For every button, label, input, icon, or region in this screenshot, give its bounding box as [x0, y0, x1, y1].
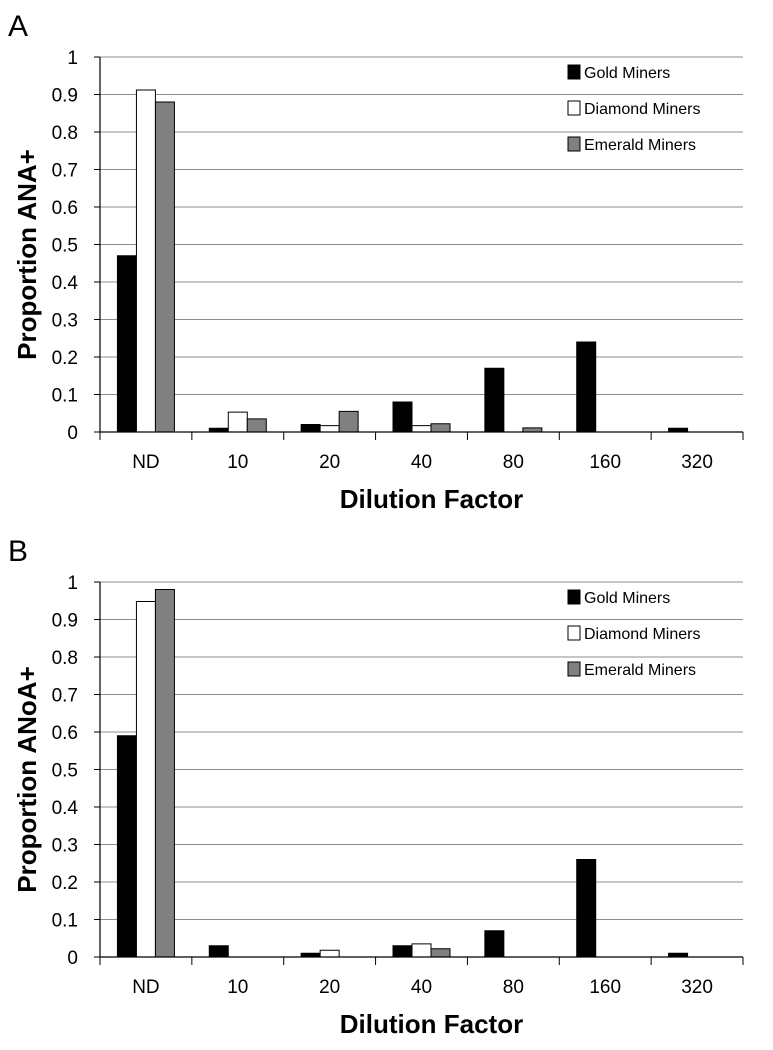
x-tick-label: 10 — [227, 452, 248, 473]
x-tick-label: 160 — [589, 452, 621, 473]
y-tick-label: 1 — [67, 573, 78, 594]
bar-gold-miners-10 — [208, 945, 229, 958]
legend-swatch — [567, 661, 581, 677]
y-tick-label: 0.1 — [52, 386, 78, 407]
bar-emerald-miners-40 — [430, 948, 451, 958]
y-tick-label: 0.5 — [52, 761, 78, 782]
bar-diamond-miners-nd — [135, 601, 156, 958]
legend-label: Emerald Miners — [584, 662, 696, 679]
bar-diamond-miners-nd — [135, 89, 156, 433]
chart-panel-a: A 0 0.1 0.2 0.3 0.4 0.5 0.6 0.7 0.8 0.9 1 ND 10 20 40 80… — [8, 10, 744, 514]
y-tick-label: 0.8 — [52, 648, 78, 669]
y-tick-label: 0.3 — [52, 836, 78, 857]
bar-diamond-miners-20 — [319, 425, 340, 433]
y-tick-label: 0 — [67, 948, 78, 969]
x-tick-label: 80 — [503, 977, 524, 998]
bar-emerald-miners-nd — [154, 589, 175, 958]
legend: Gold Miners Diamond Miners Emerald Miners — [567, 64, 700, 154]
x-tick-label: 20 — [319, 977, 340, 998]
x-tick-label: 160 — [589, 977, 621, 998]
x-tick-label: 20 — [319, 452, 340, 473]
bar-chart-b: B 0 0.1 0.2 0.3 0.4 0.5 0.6 0.7 0.8 0.9 1 ND 10 20 40 80… — [8, 535, 744, 1039]
bar-gold-miners-80 — [484, 367, 505, 433]
bar-gold-miners-nd — [116, 735, 137, 958]
bar-emerald-miners-40 — [430, 423, 451, 433]
chart-panel-b: B 0 0.1 0.2 0.3 0.4 0.5 0.6 0.7 0.8 0.9 1 ND 10 20 40 80… — [0, 525, 773, 1050]
bar-diamond-miners-40 — [411, 425, 432, 433]
y-tick-label: 0.2 — [52, 348, 78, 369]
legend-label: Diamond Miners — [584, 101, 700, 118]
y-tick-label: 1 — [67, 48, 78, 69]
x-tick-label: 320 — [681, 977, 713, 998]
x-tick-label: 80 — [503, 452, 524, 473]
bar-diamond-miners-20 — [319, 949, 340, 958]
x-tick-label: 10 — [227, 977, 248, 998]
x-tick-label: 40 — [411, 977, 432, 998]
bar-gold-miners-40 — [392, 401, 413, 433]
x-tick-label: 320 — [681, 452, 713, 473]
legend-label: Emerald Miners — [584, 137, 696, 154]
legend: Gold Miners Diamond Miners Emerald Miners — [567, 589, 700, 679]
x-tick-label: ND — [132, 977, 159, 998]
legend-swatch — [567, 136, 581, 152]
x-axis-title: Dilution Factor — [340, 1009, 523, 1039]
bar-diamond-miners-10 — [227, 411, 248, 433]
panel-label: B — [8, 535, 28, 568]
bar-gold-miners-nd — [116, 255, 137, 433]
bar-gold-miners-40 — [392, 945, 413, 958]
bar-gold-miners-20 — [300, 424, 321, 433]
x-axis-title: Dilution Factor — [340, 484, 523, 514]
y-tick-label: 0.1 — [52, 911, 78, 932]
bar-diamond-miners-40 — [411, 943, 432, 958]
y-tick-label: 0.6 — [52, 723, 78, 744]
bar-gold-miners-160 — [576, 859, 597, 958]
legend-label: Gold Miners — [584, 65, 670, 82]
panel-label: A — [8, 10, 28, 43]
bar-chart-a: A 0 0.1 0.2 0.3 0.4 0.5 0.6 0.7 0.8 0.9 1 ND 10 20 40 80… — [8, 10, 744, 514]
y-tick-label: 0.7 — [52, 161, 78, 182]
y-tick-label: 0.9 — [52, 86, 78, 107]
y-tick-label: 0.7 — [52, 686, 78, 707]
y-tick-label: 0.3 — [52, 311, 78, 332]
y-axis-title: Proportion ANA+ — [12, 149, 42, 360]
bar-emerald-miners-nd — [154, 101, 175, 433]
y-tick-label: 0.4 — [52, 798, 79, 819]
legend-label: Gold Miners — [584, 590, 670, 607]
x-tick-label: 40 — [411, 452, 432, 473]
bar-emerald-miners-80 — [522, 427, 543, 433]
y-tick-label: 0.6 — [52, 198, 78, 219]
legend-swatch — [567, 589, 581, 605]
y-tick-label: 0.2 — [52, 873, 78, 894]
y-tick-label: 0.4 — [52, 273, 79, 294]
y-axis-title: Proportion ANoA+ — [12, 666, 42, 893]
y-tick-label: 0.8 — [52, 123, 78, 144]
bar-gold-miners-80 — [484, 930, 505, 958]
y-tick-label: 0 — [67, 423, 78, 444]
x-tick-label: ND — [132, 452, 159, 473]
legend-swatch — [567, 64, 581, 80]
legend-swatch — [567, 100, 581, 116]
y-tick-label: 0.9 — [52, 611, 78, 632]
legend-swatch — [567, 625, 581, 641]
legend-label: Diamond Miners — [584, 626, 700, 643]
bar-gold-miners-160 — [576, 341, 597, 433]
bar-emerald-miners-20 — [338, 410, 359, 433]
bar-emerald-miners-10 — [246, 418, 267, 433]
y-tick-label: 0.5 — [52, 236, 78, 257]
